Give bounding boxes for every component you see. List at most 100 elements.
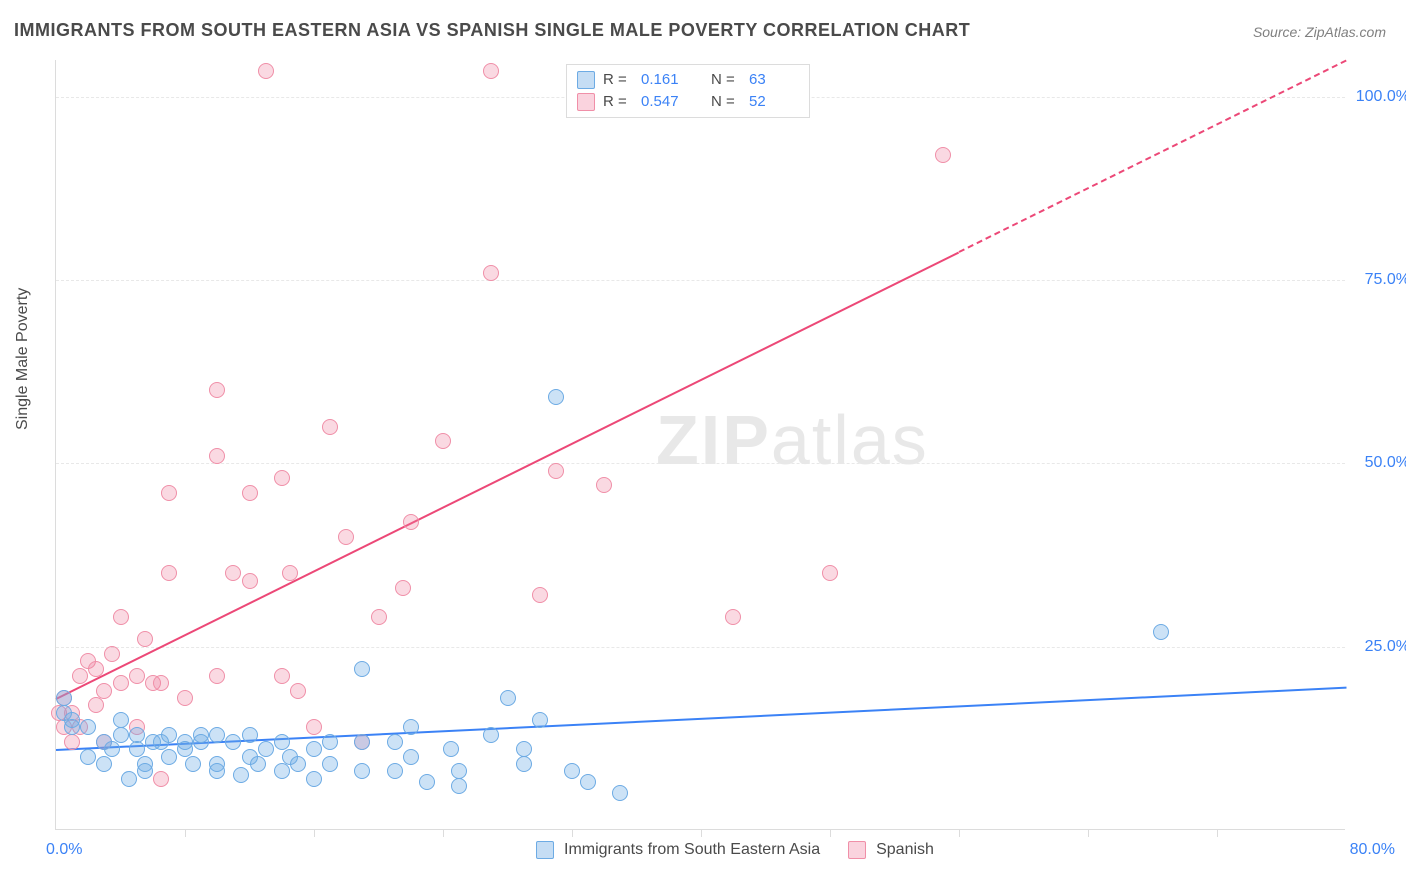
data-point-pink — [322, 419, 338, 435]
legend-swatch — [848, 841, 866, 859]
data-point-blue — [387, 734, 403, 750]
legend-label: Immigrants from South Eastern Asia — [564, 841, 820, 859]
data-point-pink — [161, 565, 177, 581]
data-point-pink — [435, 433, 451, 449]
data-point-blue — [354, 661, 370, 677]
data-point-pink — [72, 668, 88, 684]
data-point-pink — [137, 631, 153, 647]
data-point-pink — [96, 683, 112, 699]
data-point-blue — [161, 727, 177, 743]
data-point-blue — [129, 741, 145, 757]
data-point-blue — [137, 763, 153, 779]
data-point-pink — [242, 485, 258, 501]
data-point-pink — [290, 683, 306, 699]
x-tick — [443, 829, 444, 837]
x-tick-label: 80.0% — [1350, 841, 1395, 859]
data-point-blue — [185, 756, 201, 772]
data-point-pink — [274, 668, 290, 684]
x-tick — [959, 829, 960, 837]
data-point-blue — [532, 712, 548, 728]
data-point-pink — [88, 697, 104, 713]
data-point-blue — [193, 734, 209, 750]
data-point-blue — [1153, 624, 1169, 640]
data-point-pink — [161, 485, 177, 501]
data-point-pink — [104, 646, 120, 662]
trendline — [959, 60, 1347, 253]
legend-text: 63 — [749, 69, 799, 91]
x-tick — [185, 829, 186, 837]
data-point-pink — [209, 448, 225, 464]
data-point-blue — [209, 727, 225, 743]
data-point-blue — [306, 741, 322, 757]
legend-series: Immigrants from South Eastern Asia Spanis… — [536, 841, 952, 859]
x-tick — [1217, 829, 1218, 837]
data-point-blue — [258, 741, 274, 757]
data-point-blue — [96, 756, 112, 772]
data-point-pink — [177, 690, 193, 706]
y-axis-label: Single Male Poverty — [14, 288, 32, 430]
data-point-blue — [387, 763, 403, 779]
data-point-blue — [403, 749, 419, 765]
legend-swatch — [577, 71, 595, 89]
data-point-pink — [395, 580, 411, 596]
data-point-blue — [113, 727, 129, 743]
watermark: ZIPatlas — [656, 400, 929, 480]
legend-text: N = — [711, 91, 741, 113]
data-point-blue — [516, 756, 532, 772]
data-point-blue — [564, 763, 580, 779]
data-point-pink — [532, 587, 548, 603]
data-point-blue — [80, 719, 96, 735]
data-point-blue — [129, 727, 145, 743]
scatter-plot-area: ZIPatlas 25.0%50.0%75.0%100.0%0.0%80.0%R… — [55, 60, 1345, 830]
data-point-blue — [209, 763, 225, 779]
data-point-pink — [483, 63, 499, 79]
data-point-blue — [580, 774, 596, 790]
y-tick-label: 50.0% — [1365, 454, 1406, 472]
data-point-pink — [822, 565, 838, 581]
data-point-blue — [443, 741, 459, 757]
x-tick-label: 0.0% — [46, 841, 82, 859]
gridline — [56, 647, 1345, 648]
data-point-blue — [354, 763, 370, 779]
data-point-pink — [258, 63, 274, 79]
data-point-blue — [322, 756, 338, 772]
data-point-pink — [153, 771, 169, 787]
data-point-pink — [64, 734, 80, 750]
data-point-blue — [242, 727, 258, 743]
data-point-pink — [725, 609, 741, 625]
data-point-pink — [129, 668, 145, 684]
legend-text: 52 — [749, 91, 799, 113]
data-point-pink — [209, 382, 225, 398]
legend-label: Spanish — [876, 841, 934, 859]
data-point-blue — [250, 756, 266, 772]
data-point-pink — [88, 661, 104, 677]
data-point-blue — [121, 771, 137, 787]
data-point-blue — [419, 774, 435, 790]
x-tick — [830, 829, 831, 837]
y-tick-label: 100.0% — [1356, 88, 1406, 106]
data-point-blue — [322, 734, 338, 750]
data-point-blue — [451, 763, 467, 779]
y-tick-label: 25.0% — [1365, 638, 1406, 656]
data-point-blue — [56, 690, 72, 706]
data-point-pink — [153, 675, 169, 691]
data-point-blue — [612, 785, 628, 801]
data-point-pink — [274, 470, 290, 486]
legend-stats: R =0.161N =63R =0.547N =52 — [566, 64, 810, 118]
data-point-blue — [274, 763, 290, 779]
x-tick — [701, 829, 702, 837]
legend-row: R = 0.547 N = 52 — [577, 91, 799, 113]
data-point-blue — [306, 771, 322, 787]
data-point-blue — [500, 690, 516, 706]
legend-text: R = — [603, 91, 633, 113]
data-point-pink — [403, 514, 419, 530]
legend-text: 0.547 — [641, 91, 691, 113]
data-point-pink — [225, 565, 241, 581]
data-point-blue — [548, 389, 564, 405]
data-point-blue — [233, 767, 249, 783]
x-tick — [314, 829, 315, 837]
data-point-blue — [80, 749, 96, 765]
data-point-blue — [113, 712, 129, 728]
data-point-blue — [354, 734, 370, 750]
data-point-pink — [596, 477, 612, 493]
